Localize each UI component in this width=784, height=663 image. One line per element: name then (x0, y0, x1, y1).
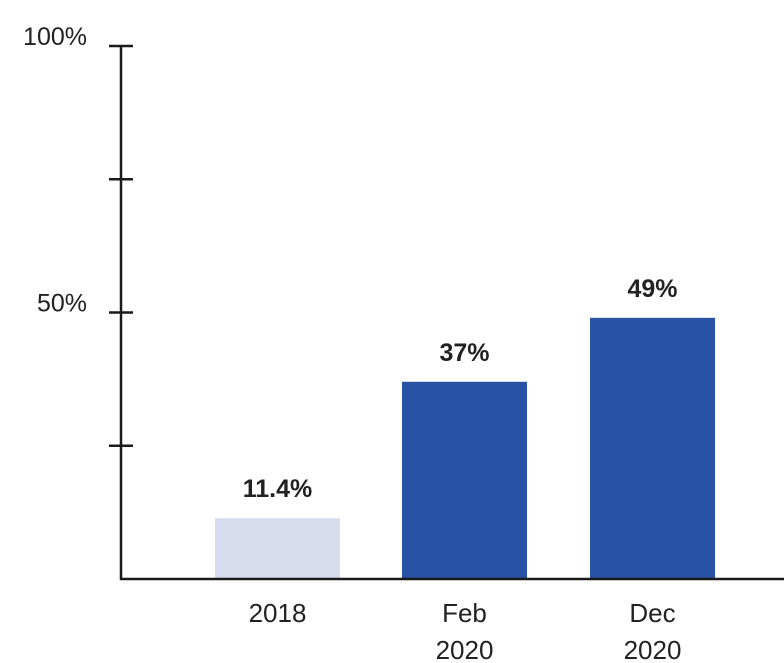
data-label-2: 49% (627, 275, 677, 303)
bar-0 (215, 518, 340, 579)
x-tick-label-1-0: Feb (442, 598, 487, 628)
bar-1 (402, 381, 527, 579)
data-label-1: 37% (439, 339, 489, 367)
bar-2 (590, 317, 715, 579)
x-tick-label-2-1: 2020 (624, 635, 682, 663)
x-tick-label-1-1: 2020 (436, 635, 494, 663)
x-tick-label-0-0: 2018 (249, 598, 307, 628)
x-tick-label-2-0: Dec (629, 598, 675, 628)
y-tick-label-2: 50% (37, 290, 87, 318)
y-tick-label-4: 100% (23, 23, 87, 51)
data-label-0: 11.4% (243, 475, 313, 503)
